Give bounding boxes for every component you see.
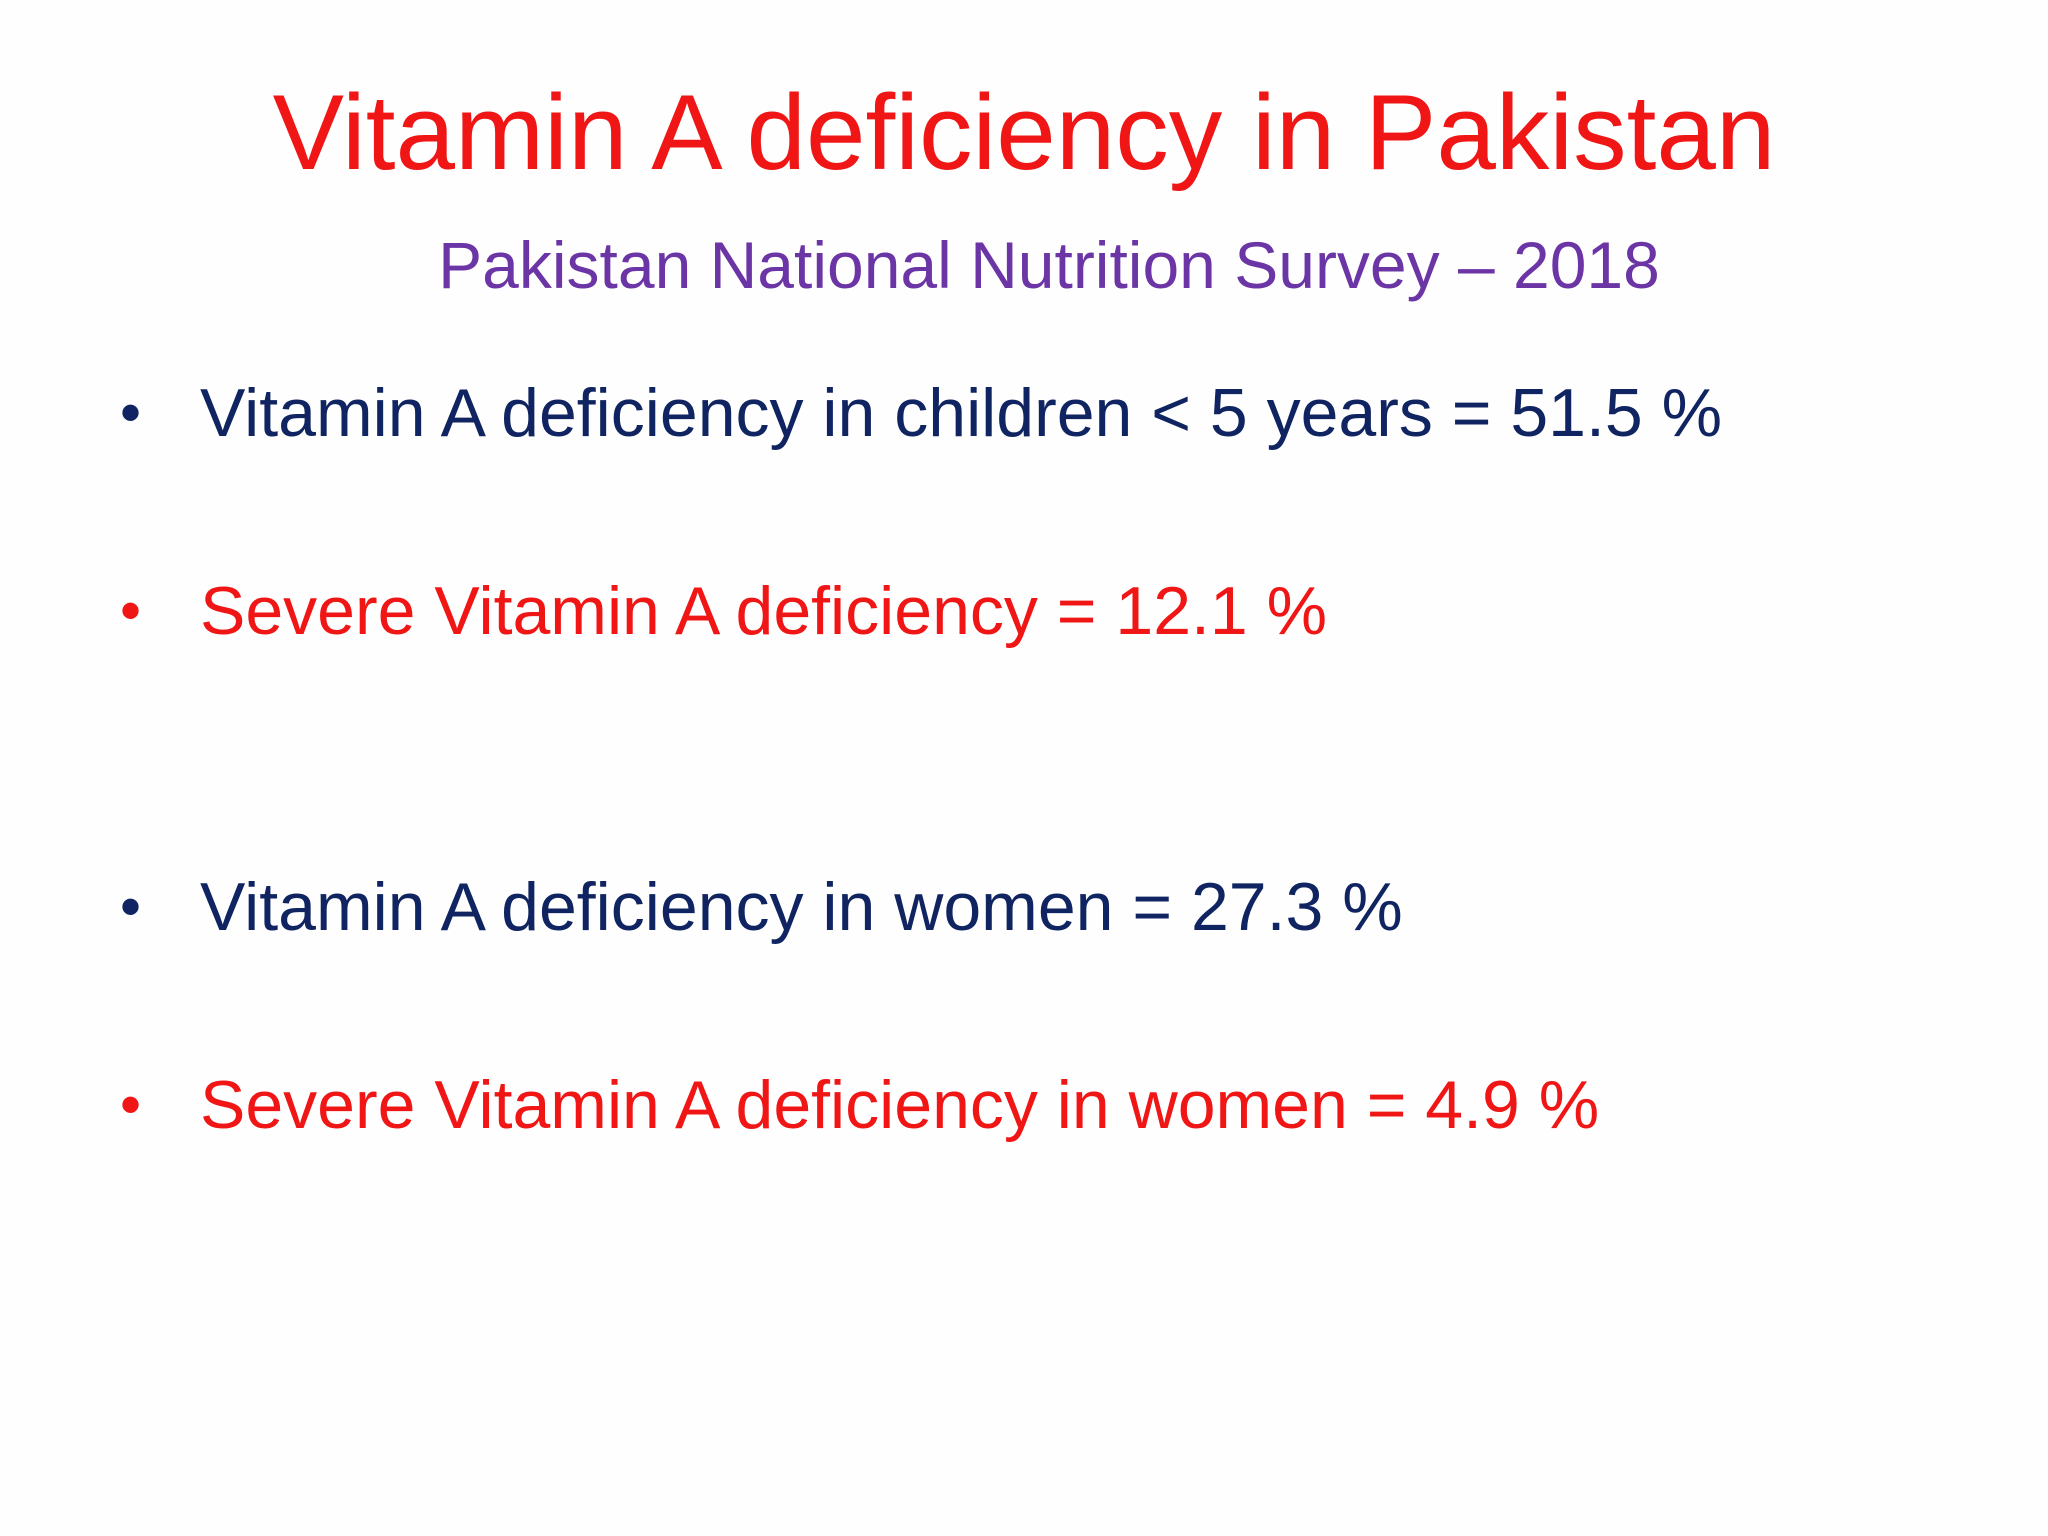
slide-subtitle: Pakistan National Nutrition Survey – 201… [438,228,1660,302]
bullet-text: Vitamin A deficiency in women = 27.3 % [200,869,1403,945]
bullet-dot-icon: • [120,873,142,940]
bullet-text: Severe Vitamin A deficiency = 12.1 % [200,573,1328,649]
bullet-text: Vitamin A deficiency in children < 5 yea… [200,375,1723,451]
bullet-dot-icon: • [120,577,142,644]
slide-title: Vitamin A deficiency in Pakistan [272,72,1776,192]
bullet-text: Severe Vitamin A deficiency in women = 4… [200,1067,1600,1143]
bullet-dot-icon: • [120,1071,142,1138]
bullet-dot-icon: • [120,379,142,446]
